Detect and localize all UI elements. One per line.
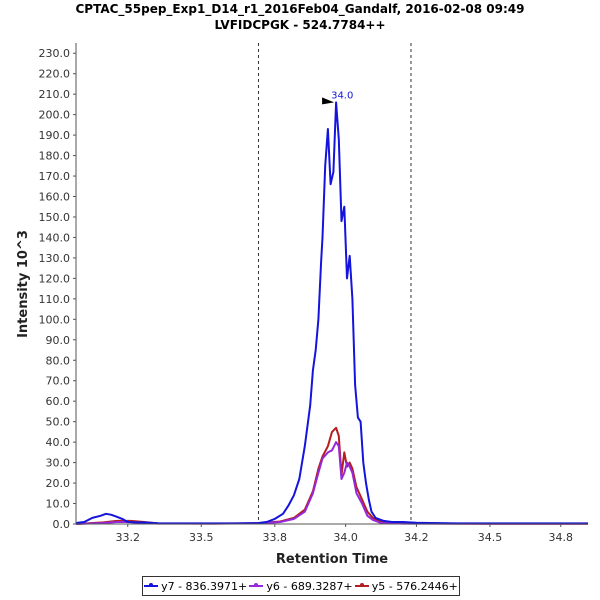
y-tick-label: 190.0: [39, 129, 71, 142]
plot-area: [76, 43, 588, 524]
x-tick-label: 33.2: [115, 531, 140, 544]
legend-label: y5 - 576.2446+: [371, 579, 458, 593]
y-tick-label: 210.0: [39, 88, 71, 101]
x-tick-label: 33.8: [263, 531, 288, 544]
y-tick-label: 140.0: [39, 231, 71, 244]
y-tick-label: 0.0: [53, 518, 71, 531]
chart-title: CPTAC_55pep_Exp1_D14_r1_2016Feb04_Gandal…: [75, 2, 525, 16]
x-tick-label: 34.8: [549, 531, 574, 544]
y-axis: 0.0 10.0 20.0 30.0 40.0 50.0 60.0 70.0 80.0 90.0 1…: [39, 47, 76, 531]
y-tick-label: 230.0: [39, 47, 71, 60]
y-tick-label: 110.0: [39, 293, 71, 306]
x-tick-label: 34.5: [478, 531, 503, 544]
legend-item: y5 - 576.2446+: [354, 579, 458, 593]
legend-item: y7 - 836.3971+: [144, 580, 247, 593]
y-tick-label: 70.0: [46, 375, 71, 388]
y-tick-label: 130.0: [39, 252, 71, 265]
x-tick-label: 33.5: [189, 531, 214, 544]
y-tick-label: 100.0: [39, 313, 71, 326]
y-tick-label: 150.0: [39, 211, 71, 224]
y-tick-label: 80.0: [46, 354, 71, 367]
peak-marker: [322, 97, 335, 105]
legend-label: y6 - 689.3287+: [266, 579, 353, 593]
y-tick-label: 40.0: [46, 436, 71, 449]
y-tick-label: 220.0: [39, 68, 71, 81]
x-axis-label: Retention Time: [276, 552, 388, 567]
legend: y7 - 836.3971+ y6 - 689.3287+ y5 - 576.244…: [142, 576, 460, 596]
y-tick-label: 10.0: [46, 498, 71, 511]
y-tick-label: 60.0: [46, 395, 71, 408]
y-tick-label: 120.0: [39, 272, 71, 285]
legend-swatch: [249, 583, 264, 587]
peak-annotation: 34.0: [322, 90, 353, 105]
integration-boundaries: [257, 43, 412, 524]
y-tick-label: 90.0: [46, 334, 71, 347]
y-tick-label: 200.0: [39, 109, 71, 122]
x-tick-label: 34.2: [404, 531, 429, 544]
legend-swatch: [144, 583, 159, 587]
y-tick-label: 50.0: [46, 416, 71, 429]
x-tick-label: 34.0: [333, 531, 358, 544]
legend-item: y6 - 689.3287+: [249, 579, 353, 593]
y-tick-label: 160.0: [39, 191, 71, 204]
y-tick-label: 20.0: [46, 477, 71, 490]
peak-label: 34.0: [331, 90, 353, 101]
y-tick-label: 30.0: [46, 457, 71, 470]
y-tick-label: 170.0: [39, 170, 71, 183]
series-line: [75, 101, 588, 525]
y-tick-label: 180.0: [39, 150, 71, 163]
legend-label: y7 - 836.3971+: [161, 579, 248, 593]
y-axis-label: Intensity 10^3: [16, 230, 31, 338]
legend-swatch: [354, 583, 369, 587]
chart-subtitle: LVFIDCPGK - 524.7784++: [214, 18, 386, 32]
x-axis: 33.2 33.5 33.8 34.0 34.2 34.5 34.8: [115, 524, 573, 544]
